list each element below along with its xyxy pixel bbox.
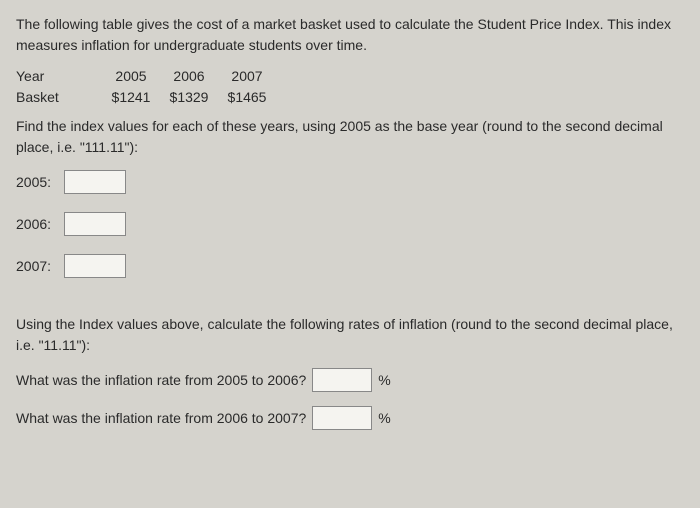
year-label: Year [16,66,102,87]
label-2006: 2006: [16,214,64,235]
input-row-2007: 2007: [16,254,684,278]
basket-2006: $1329 [160,87,218,108]
table-header-row: Year 2005 2006 2007 [16,66,684,87]
basket-2007: $1465 [218,87,276,108]
instruction-inflation: Using the Index values above, calculate … [16,314,684,356]
data-table: Year 2005 2006 2007 Basket $1241 $1329 $… [16,66,684,108]
year-2006: 2006 [160,66,218,87]
table-value-row: Basket $1241 $1329 $1465 [16,87,684,108]
input-row-2006: 2006: [16,212,684,236]
input-row-2005: 2005: [16,170,684,194]
question-2-text: What was the inflation rate from 2006 to… [16,408,306,429]
question-1-row: What was the inflation rate from 2005 to… [16,368,684,392]
input-2007[interactable] [64,254,126,278]
basket-label: Basket [16,87,102,108]
year-2005: 2005 [102,66,160,87]
basket-2005: $1241 [102,87,160,108]
percent-symbol-2: % [378,408,390,429]
intro-text: The following table gives the cost of a … [16,14,684,56]
question-1-text: What was the inflation rate from 2005 to… [16,370,306,391]
percent-symbol-1: % [378,370,390,391]
input-2005[interactable] [64,170,126,194]
instruction-index: Find the index values for each of these … [16,116,684,158]
label-2005: 2005: [16,172,64,193]
input-2006[interactable] [64,212,126,236]
input-inflation-2006-2007[interactable] [312,406,372,430]
label-2007: 2007: [16,256,64,277]
question-2-row: What was the inflation rate from 2006 to… [16,406,684,430]
year-2007: 2007 [218,66,276,87]
input-inflation-2005-2006[interactable] [312,368,372,392]
